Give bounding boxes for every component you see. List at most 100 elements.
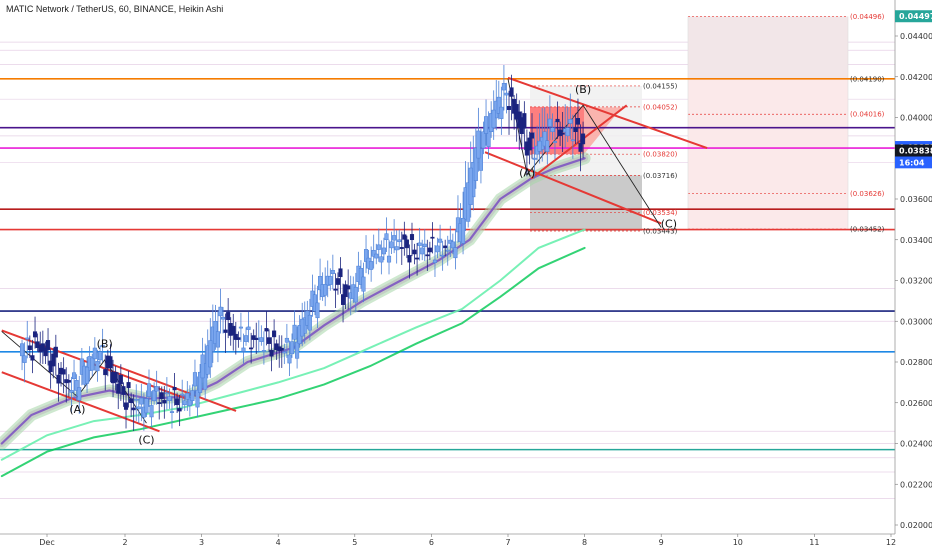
candle-body (529, 132, 535, 139)
level-label: (0.03443) (643, 227, 678, 235)
x-tick-label: 4 (276, 538, 281, 547)
candle-body (77, 387, 82, 401)
y-tick-label: 0.03600 (900, 195, 932, 204)
candle-body (30, 355, 35, 361)
wave-label: (A) (69, 403, 85, 416)
candle-body (223, 329, 228, 333)
candle-body (134, 398, 139, 401)
candle-body (19, 343, 25, 357)
candle-body (353, 286, 358, 303)
candle-body (504, 92, 509, 96)
candle-body (430, 236, 435, 239)
candle-body (346, 285, 351, 290)
candle-body (343, 284, 348, 298)
candle-body (473, 147, 478, 181)
x-tick-label: 5 (352, 538, 357, 547)
y-tick-label: 0.03400 (900, 236, 932, 245)
candle-body (215, 331, 220, 348)
candle-body (236, 337, 241, 340)
abc-zigzag (1, 331, 147, 424)
candle-body (272, 330, 277, 338)
y-tick-label: 0.03200 (900, 277, 932, 286)
candle-body (295, 341, 300, 359)
candle-body (550, 127, 555, 133)
candle-body (177, 408, 182, 412)
candle-body (407, 255, 412, 263)
candle-body (328, 276, 333, 285)
price-badge-label: 16:04 (899, 158, 925, 167)
price-badge (895, 144, 932, 157)
candle-body (84, 366, 90, 384)
candle-body (476, 130, 481, 159)
candle-body (461, 218, 466, 244)
candle-body (486, 128, 491, 147)
candle-body (90, 357, 95, 371)
wave-label: (A) (519, 167, 535, 180)
candle-body (361, 276, 366, 292)
candle-body (560, 132, 565, 135)
candle-body (277, 346, 282, 352)
candle-body (121, 386, 126, 395)
x-tick-label: 3 (199, 538, 204, 547)
candle-body (374, 253, 379, 259)
candle-body (527, 137, 532, 151)
candle-body (266, 337, 272, 344)
candle-body (338, 268, 343, 278)
candle-body (126, 382, 131, 389)
candle-body (97, 351, 103, 361)
candle-body (555, 118, 560, 123)
price-axis-bg (895, 0, 932, 550)
candle-body (241, 347, 246, 352)
x-tick-label: 11 (809, 538, 819, 547)
candle-body (149, 405, 154, 418)
candle-body (152, 390, 157, 401)
candle-body (330, 270, 335, 274)
x-tick-label: 12 (886, 538, 896, 547)
candle-body (289, 341, 295, 355)
candle-body (425, 254, 430, 257)
candle-body (481, 131, 486, 149)
candle-body (404, 239, 409, 249)
wave-label: (C) (138, 434, 154, 447)
y-tick-label: 0.02800 (900, 358, 932, 367)
y-tick-label: 0.03000 (900, 317, 932, 326)
candle-body (415, 257, 420, 260)
candle-body (450, 241, 455, 249)
candle-body (282, 351, 287, 354)
candle-body (162, 400, 167, 404)
candle-body (167, 396, 172, 401)
candle-body (335, 278, 340, 285)
candle-body (208, 340, 213, 368)
candle-body (435, 245, 440, 253)
candle-body (220, 316, 226, 320)
candle-body (389, 241, 394, 249)
x-tick-label: 10 (733, 538, 743, 547)
candle-body (300, 318, 305, 337)
candle-body (427, 247, 432, 253)
price-badge-label: 0.03838 (899, 147, 932, 156)
candle-body (578, 143, 583, 152)
candle-body (315, 302, 320, 319)
level-label: (0.04016) (850, 111, 885, 119)
candle-body (318, 276, 323, 291)
candle-body (259, 337, 264, 342)
candle-body (402, 234, 407, 240)
candle-body (233, 333, 238, 340)
candle-body (129, 398, 134, 403)
candle-body (420, 247, 425, 255)
level-label: (0.03626) (850, 190, 885, 198)
candle-body (284, 337, 289, 343)
candle-body (146, 383, 152, 397)
candle-body (264, 328, 269, 332)
candle-body (532, 157, 537, 160)
candle-body (438, 238, 443, 243)
candle-body (376, 244, 381, 250)
candle-body (432, 259, 438, 263)
candle-body (570, 139, 575, 142)
candle-body (292, 324, 297, 340)
candle-body (381, 247, 386, 255)
y-tick-label: 0.02400 (900, 440, 932, 449)
candle-body (100, 344, 105, 347)
candle-body (409, 234, 415, 241)
